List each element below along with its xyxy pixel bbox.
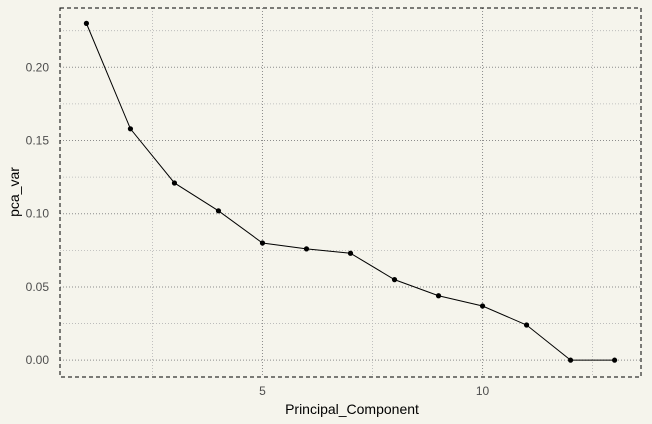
data-point <box>391 277 398 283</box>
data-point <box>567 357 574 363</box>
minor-grid <box>60 8 641 377</box>
data-point <box>171 180 178 186</box>
series-line <box>85 23 615 361</box>
data-point <box>303 246 310 252</box>
y-tick-label: 0.20 <box>26 60 50 74</box>
data-point <box>523 322 530 328</box>
panel-border <box>59 7 642 378</box>
data-point <box>127 126 134 132</box>
data-series <box>83 20 618 363</box>
data-point <box>83 20 90 26</box>
y-tick-label: 0.00 <box>26 353 50 367</box>
x-axis-title: Principal_Component <box>285 401 419 417</box>
x-tick-labels: 5 10 <box>259 384 489 398</box>
y-tick-label: 0.15 <box>26 134 50 148</box>
y-tick-label: 0.10 <box>26 207 50 221</box>
y-axis-title: pca_var <box>6 167 22 217</box>
data-point <box>347 250 354 256</box>
x-tick-label: 5 <box>259 384 266 398</box>
data-point <box>435 293 442 299</box>
data-point <box>215 208 222 214</box>
y-tick-labels: 0.00 0.05 0.10 0.15 0.20 <box>26 60 50 367</box>
data-point <box>611 357 618 363</box>
major-grid <box>60 8 641 377</box>
x-tick-label: 10 <box>476 384 490 398</box>
data-point <box>479 303 486 309</box>
data-point <box>259 240 266 246</box>
y-tick-label: 0.05 <box>26 280 50 294</box>
